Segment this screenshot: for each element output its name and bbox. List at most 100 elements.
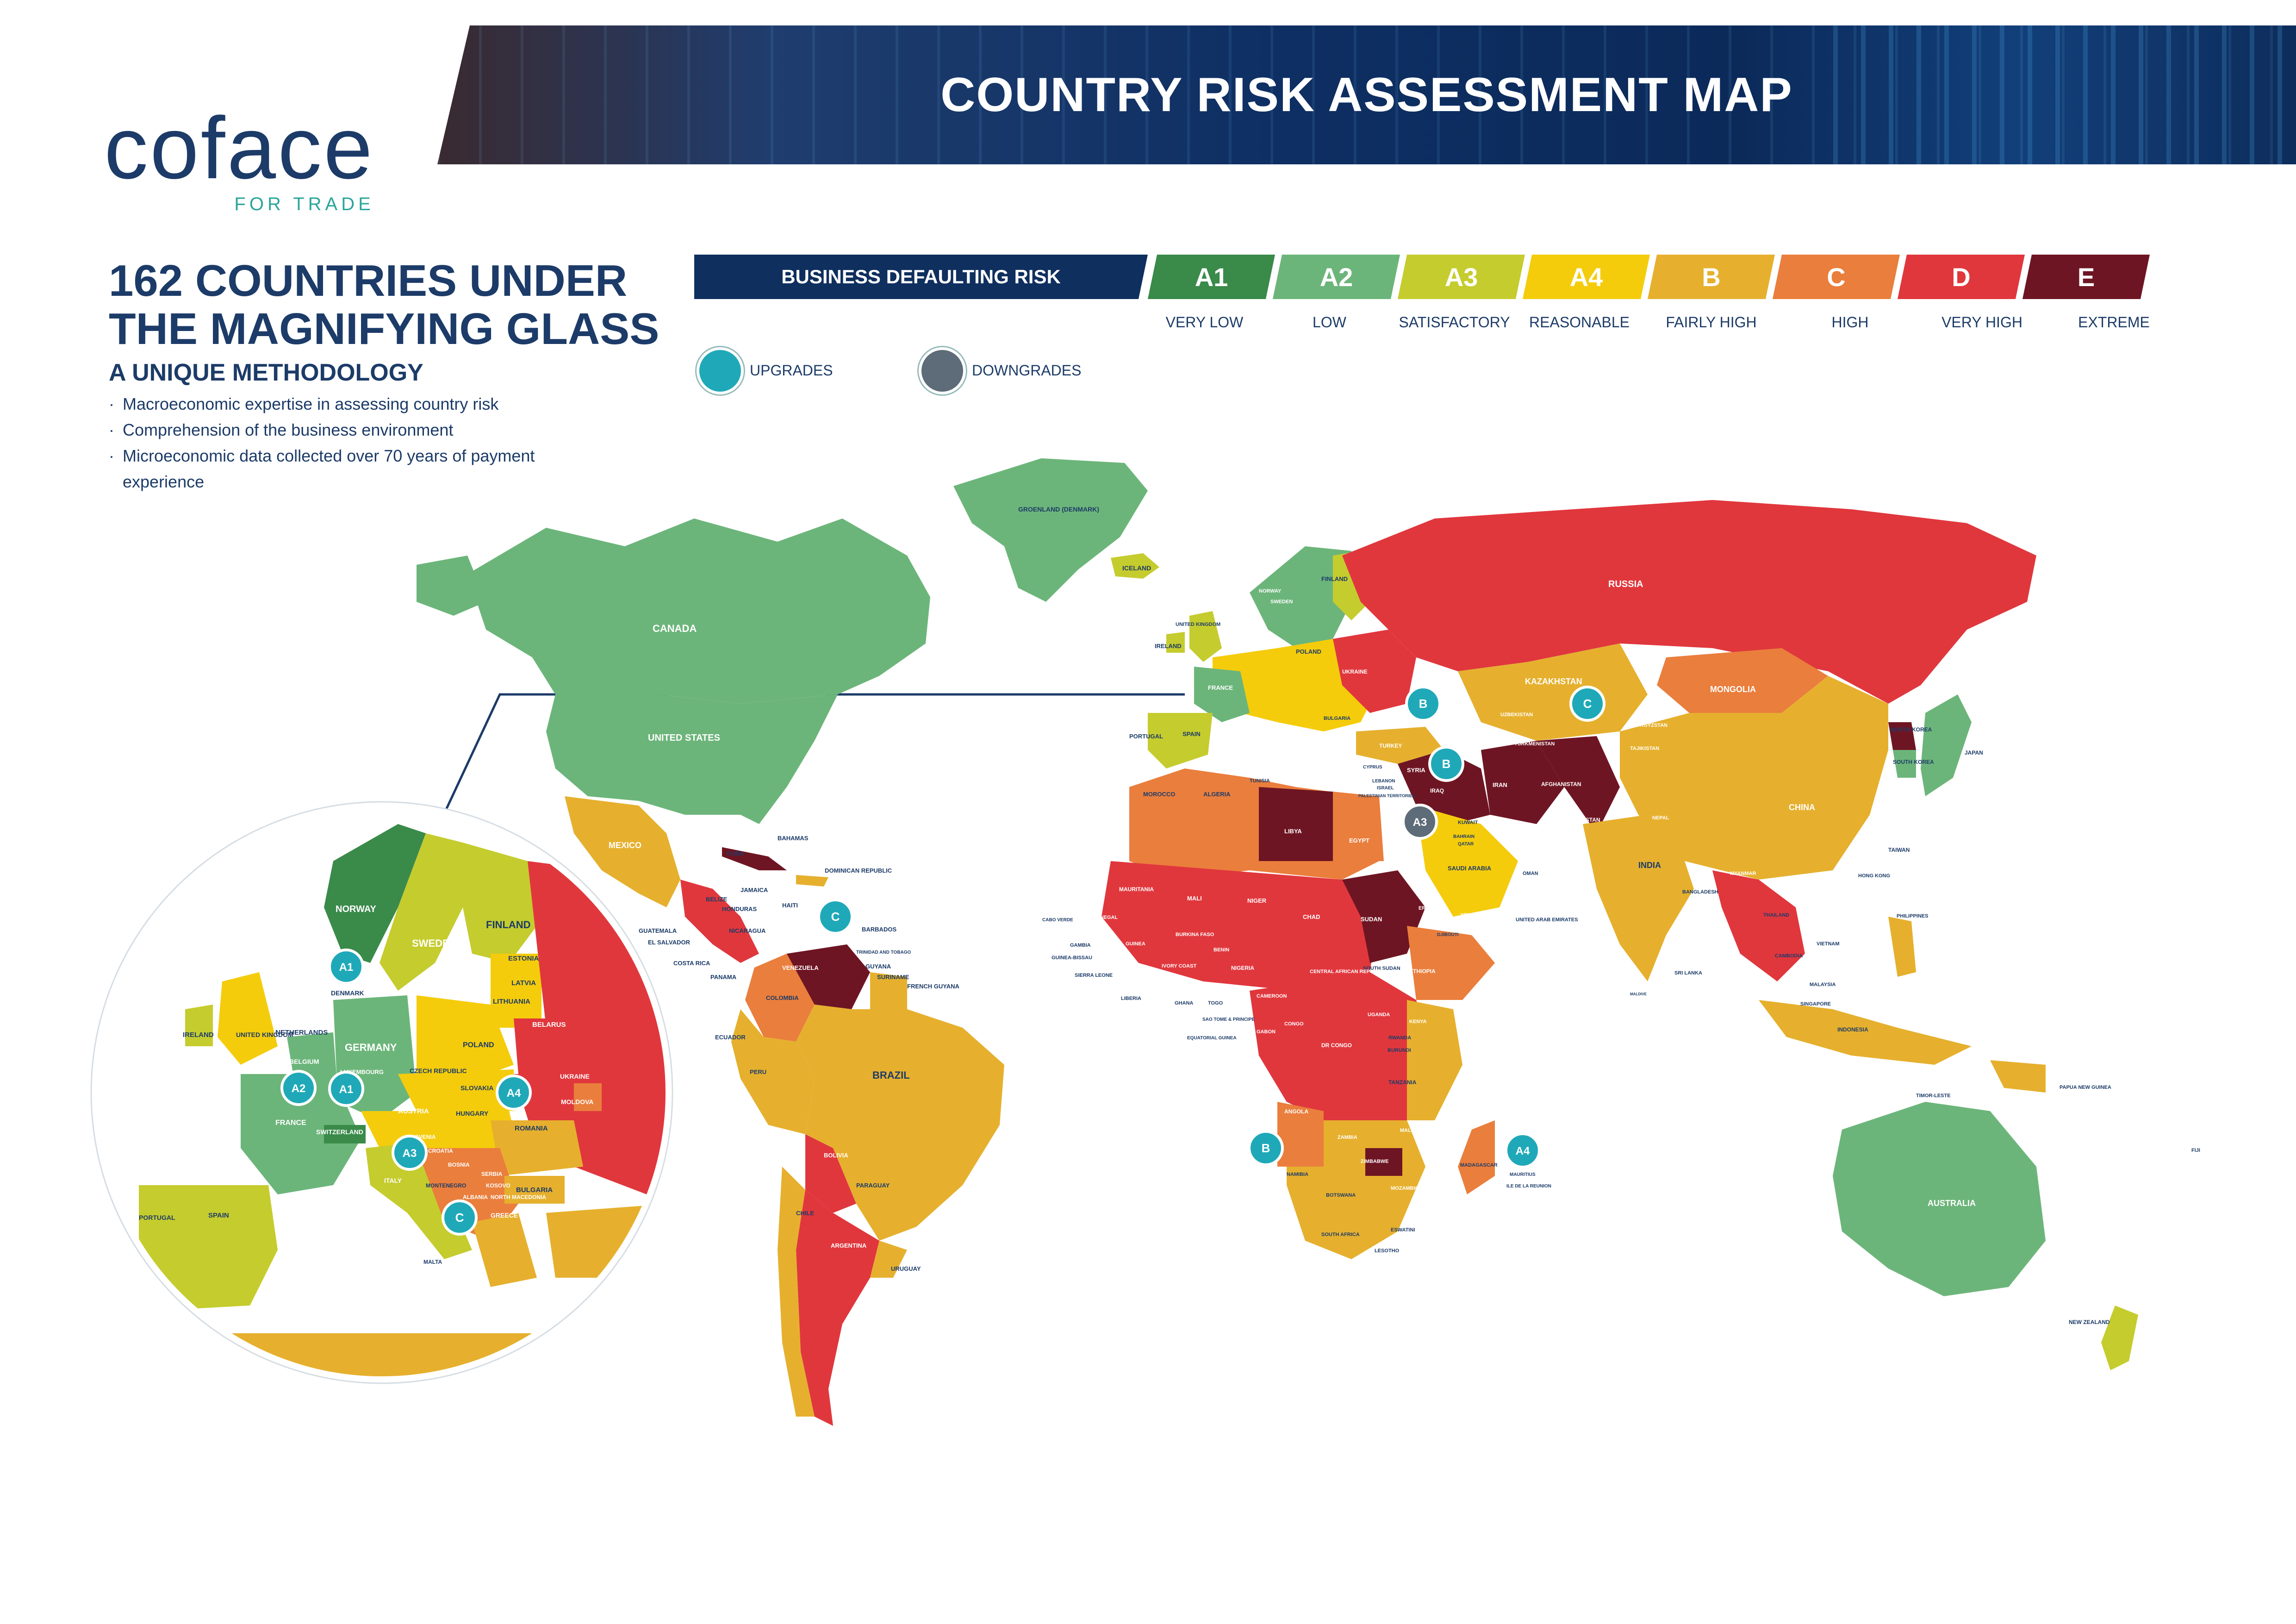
label-kenya: KENYA [1409, 1019, 1427, 1024]
label-turkmenistan: TURKMENISTAN [1514, 741, 1555, 747]
label-sao-tome: SAO TOME & PRINCIPE [1202, 1017, 1255, 1022]
label-nigeria: NIGERIA [1231, 965, 1254, 971]
label-fiji: FIJI [2191, 1148, 2200, 1153]
japan-shape [1921, 694, 1972, 796]
inset-iberia [139, 1185, 278, 1310]
label-morocco: MOROCCO [1143, 791, 1175, 798]
saudi-shape [1416, 806, 1518, 917]
label-honduras: HONDURAS [722, 906, 757, 912]
label-tanzania: TANZANIA [1388, 1079, 1417, 1086]
label-argentina: ARGENTINA [831, 1242, 867, 1249]
inset-greece [472, 1213, 537, 1287]
inset-label-ireland: IRELAND [183, 1031, 214, 1039]
banner-glow [1833, 25, 2296, 164]
label-maldive: MALDIVE [1630, 992, 1647, 996]
label-bahamas: BAHAMAS [778, 835, 809, 842]
label-mauritius: MAURITIUS [1510, 1172, 1536, 1177]
label-malawi: MALAWI [1400, 1128, 1421, 1133]
badge-kyrgyzstan: C [1569, 686, 1605, 722]
inset-uk [218, 972, 278, 1065]
inset-label-malta: MALTA [423, 1259, 442, 1265]
label-laos: LAOS [1776, 881, 1791, 887]
label-jamaica: JAMAICA [740, 887, 768, 893]
label-india: INDIA [1638, 861, 1661, 870]
inset-label-switzerland: SWITZERLAND [316, 1128, 363, 1136]
label-papua: PAPUA NEW GUINEA [2060, 1085, 2111, 1090]
legend-box-d: D [1898, 255, 2025, 299]
inset-label-slovakia: SLOVAKIA [460, 1084, 493, 1092]
methodology-item: Microeconomic data collected over 70 yea… [109, 443, 572, 495]
label-taiwan: TAIWAN [1888, 847, 1910, 853]
egypt-shape [1333, 792, 1384, 861]
inset-sweden [380, 833, 463, 991]
label-china: CHINA [1789, 803, 1815, 812]
badge-georgia: B [1405, 686, 1441, 722]
inset-balkans [417, 1148, 518, 1241]
label-bolivia: BOLIVIA [824, 1152, 848, 1159]
label-burundi: BURUNDI [1388, 1048, 1411, 1053]
legend-label-e: EXTREME [2078, 314, 2150, 331]
bolivia-shape [805, 1134, 856, 1213]
label-mauritania: MAURITANIA [1119, 886, 1154, 893]
label-singapore: SINGAPORE [1800, 1001, 1831, 1007]
label-ecuador: ECUADOR [715, 1034, 746, 1041]
inset-label-france: FRANCE [275, 1119, 306, 1127]
label-spain: SPAIN [1182, 731, 1201, 737]
label-tunisia: TUNISIA [1250, 778, 1270, 784]
label-vietnam: VIETNAM [1817, 941, 1840, 947]
badge-iraq: B [1428, 746, 1464, 782]
inset-label-sweden: SWEDEN [412, 937, 457, 949]
label-iran: IRAN [1493, 781, 1507, 788]
label-gambia: GAMBIA [1070, 943, 1091, 948]
inset-label-serbia: SERBIA [481, 1171, 503, 1177]
label-kuwait: KUWAIT [1458, 820, 1478, 825]
russia-shape [1342, 500, 2036, 704]
argentina-shape [796, 1190, 879, 1426]
inset-label-bulgaria: BULGARIA [516, 1186, 553, 1194]
horn-shape [1407, 926, 1495, 1000]
label-indonesia: INDONESIA [1837, 1026, 1868, 1033]
inset-france [241, 1074, 361, 1194]
label-philippines: PHILIPPINES [1897, 913, 1928, 919]
china-shape [1620, 676, 1888, 880]
label-eswatini: ESWATINI [1391, 1227, 1415, 1233]
badge-france: A2 [280, 1070, 317, 1106]
label-kazakhstan: KAZAKHSTAN [1525, 677, 1582, 686]
south-korea-shape [1893, 750, 1916, 778]
headline: 162 COUNTRIES UNDER THE MAGNIFYING GLASS [109, 256, 660, 354]
inset-switzerland [324, 1125, 366, 1143]
badge-namibia-code: B [1262, 1141, 1270, 1155]
label-zimbabwe: ZIMBABWE [1361, 1159, 1389, 1164]
inset-label-czech: CZECH REPUBLIC [410, 1067, 467, 1074]
inset-bulgaria [504, 1176, 565, 1204]
label-ghana: GHANA [1175, 1000, 1193, 1006]
label-ukraine: UKRAINE [1342, 668, 1368, 675]
upgrade-bubble-icon [697, 347, 744, 394]
label-costa-rica: COSTA RICA [673, 960, 710, 967]
europe-inset-outline [90, 801, 673, 1384]
label-sweden: SWEDEN [1270, 599, 1293, 605]
inset-label-montenegro: MONTENEGRO [426, 1182, 466, 1189]
europe-inset-labels: NORWAY SWEDEN FINLAND ESTONIA LATVIA LIT… [139, 904, 594, 1265]
inset-label-romania: ROMANIA [515, 1124, 548, 1132]
madagascar-shape [1458, 1120, 1495, 1194]
iberia-shape [1148, 713, 1213, 768]
label-mali: MALI [1187, 895, 1202, 902]
label-congo: CONGO [1284, 1021, 1304, 1027]
sahel-shape [1101, 861, 1379, 991]
central-america-shape [680, 880, 759, 963]
label-south-africa: SOUTH AFRICA [1321, 1232, 1360, 1237]
label-japan: JAPAN [1965, 750, 1983, 756]
legend-box-a4: A4 [1523, 255, 1650, 299]
label-israel: ISRAEL [1377, 786, 1394, 791]
label-pakistan: PAKISTAN [1573, 817, 1600, 823]
cuba-shape [722, 847, 787, 870]
inset-czech-slovakia [398, 1069, 514, 1111]
banner-stripes [437, 25, 2296, 164]
papua-shape [1990, 1060, 2046, 1093]
header-banner: COUNTRY RISK ASSESSMENT MAP [437, 25, 2296, 164]
label-chile: CHILE [796, 1210, 814, 1217]
label-eritrea: ERITREA [1419, 906, 1441, 911]
logo-wordmark: coface [104, 99, 374, 197]
label-mexico: MEXICO [609, 841, 641, 850]
